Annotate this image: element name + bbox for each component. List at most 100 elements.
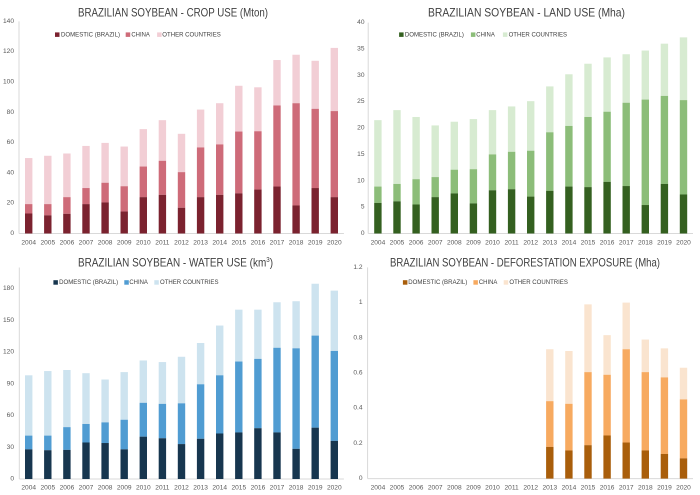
svg-text:2009: 2009 (466, 240, 481, 247)
svg-text:100: 100 (3, 79, 14, 86)
svg-text:2018: 2018 (638, 240, 653, 247)
svg-text:2011: 2011 (155, 485, 170, 492)
svg-text:2019: 2019 (308, 485, 323, 492)
svg-text:0: 0 (359, 475, 363, 482)
svg-text:2017: 2017 (270, 485, 285, 492)
svg-text:180: 180 (3, 285, 14, 292)
svg-text:2006: 2006 (60, 485, 75, 492)
svg-text:2015: 2015 (581, 240, 596, 247)
svg-text:CHINA: CHINA (476, 31, 495, 38)
svg-text:2016: 2016 (251, 240, 266, 247)
svg-text:2020: 2020 (327, 240, 342, 247)
svg-text:1: 1 (359, 299, 363, 306)
svg-text:2014: 2014 (212, 485, 227, 492)
svg-text:2008: 2008 (447, 240, 462, 247)
svg-text:2014: 2014 (212, 240, 227, 247)
svg-text:2004: 2004 (371, 240, 386, 247)
svg-text:15: 15 (357, 151, 365, 158)
svg-text:2005: 2005 (40, 485, 55, 492)
svg-text:120: 120 (3, 48, 14, 55)
svg-text:2020: 2020 (676, 485, 691, 492)
svg-text:60: 60 (7, 139, 15, 146)
svg-text:5: 5 (361, 204, 365, 211)
svg-text:2011: 2011 (505, 485, 520, 492)
svg-text:2016: 2016 (600, 240, 615, 247)
svg-text:2007: 2007 (428, 485, 443, 492)
svg-text:2010: 2010 (485, 485, 500, 492)
svg-text:0.4: 0.4 (353, 405, 362, 412)
svg-text:2019: 2019 (308, 240, 323, 247)
svg-text:2017: 2017 (619, 485, 634, 492)
svg-text:30: 30 (357, 72, 365, 79)
svg-text:OTHER COUNTRIES: OTHER COUNTRIES (509, 31, 568, 38)
svg-text:2016: 2016 (251, 485, 266, 492)
svg-text:2004: 2004 (371, 485, 386, 492)
svg-text:40: 40 (7, 169, 15, 176)
svg-text:DOMESTIC (BRAZIL): DOMESTIC (BRAZIL) (408, 279, 467, 286)
svg-text:2016: 2016 (600, 485, 615, 492)
svg-text:150: 150 (3, 317, 14, 324)
svg-text:2011: 2011 (505, 240, 520, 247)
svg-text:2007: 2007 (428, 240, 443, 247)
svg-text:2013: 2013 (193, 240, 208, 247)
svg-text:2018: 2018 (289, 485, 304, 492)
svg-text:2005: 2005 (390, 485, 405, 492)
svg-text:2005: 2005 (40, 240, 55, 247)
svg-text:2012: 2012 (174, 240, 189, 247)
svg-text:0: 0 (10, 230, 14, 237)
svg-text:1.2: 1.2 (353, 264, 362, 271)
svg-text:2012: 2012 (174, 485, 189, 492)
svg-text:2009: 2009 (117, 240, 132, 247)
svg-text:2008: 2008 (98, 240, 113, 247)
svg-text:OTHER COUNTRIES: OTHER COUNTRIES (160, 279, 219, 286)
svg-text:0.2: 0.2 (353, 440, 362, 447)
svg-text:2014: 2014 (562, 485, 577, 492)
svg-text:2019: 2019 (657, 240, 672, 247)
svg-text:2015: 2015 (581, 485, 596, 492)
svg-text:BRAZILIAN SOYBEAN - LAND USE (: BRAZILIAN SOYBEAN - LAND USE (Mha) (428, 6, 625, 20)
svg-text:2015: 2015 (231, 485, 246, 492)
svg-text:OTHER COUNTRIES: OTHER COUNTRIES (509, 279, 568, 286)
svg-text:2018: 2018 (638, 485, 653, 492)
svg-text:2009: 2009 (117, 485, 132, 492)
svg-text:2011: 2011 (155, 240, 170, 247)
svg-text:2015: 2015 (231, 240, 246, 247)
svg-text:20: 20 (357, 125, 365, 132)
svg-text:60: 60 (7, 412, 15, 419)
svg-text:2004: 2004 (21, 240, 36, 247)
svg-text:2007: 2007 (79, 485, 94, 492)
svg-text:2010: 2010 (136, 240, 151, 247)
svg-text:2018: 2018 (289, 240, 304, 247)
svg-text:0: 0 (361, 230, 365, 237)
svg-text:CHINA: CHINA (479, 279, 498, 286)
svg-text:2020: 2020 (327, 485, 342, 492)
svg-text:2017: 2017 (270, 240, 285, 247)
svg-text:2009: 2009 (466, 485, 481, 492)
svg-text:2006: 2006 (409, 485, 424, 492)
svg-text:80: 80 (7, 109, 15, 116)
svg-text:90: 90 (7, 380, 15, 387)
svg-text:10: 10 (357, 177, 365, 184)
svg-text:120: 120 (3, 349, 14, 356)
svg-text:30: 30 (7, 444, 15, 451)
svg-text:0: 0 (10, 476, 14, 483)
svg-text:2008: 2008 (447, 485, 462, 492)
svg-text:BRAZILIAN SOYBEAN - CROP USE (: BRAZILIAN SOYBEAN - CROP USE (Mton) (78, 6, 268, 20)
svg-text:CHINA: CHINA (131, 31, 150, 38)
svg-text:2013: 2013 (542, 240, 557, 247)
svg-text:20: 20 (7, 200, 15, 207)
svg-text:2013: 2013 (542, 485, 557, 492)
svg-text:2010: 2010 (485, 240, 500, 247)
svg-text:140: 140 (3, 18, 14, 25)
svg-text:2014: 2014 (562, 240, 577, 247)
svg-text:0.8: 0.8 (353, 334, 362, 341)
svg-text:DOMESTIC (BRAZIL): DOMESTIC (BRAZIL) (59, 279, 118, 286)
svg-text:2010: 2010 (136, 485, 151, 492)
svg-text:0.6: 0.6 (353, 370, 362, 377)
svg-text:2017: 2017 (619, 240, 634, 247)
svg-text:2020: 2020 (676, 240, 691, 247)
svg-text:BRAZILIAN SOYBEAN - WATER USE: BRAZILIAN SOYBEAN - WATER USE (km3) (78, 255, 273, 270)
svg-text:2006: 2006 (60, 240, 75, 247)
svg-text:40: 40 (357, 19, 365, 26)
svg-text:2005: 2005 (390, 240, 405, 247)
